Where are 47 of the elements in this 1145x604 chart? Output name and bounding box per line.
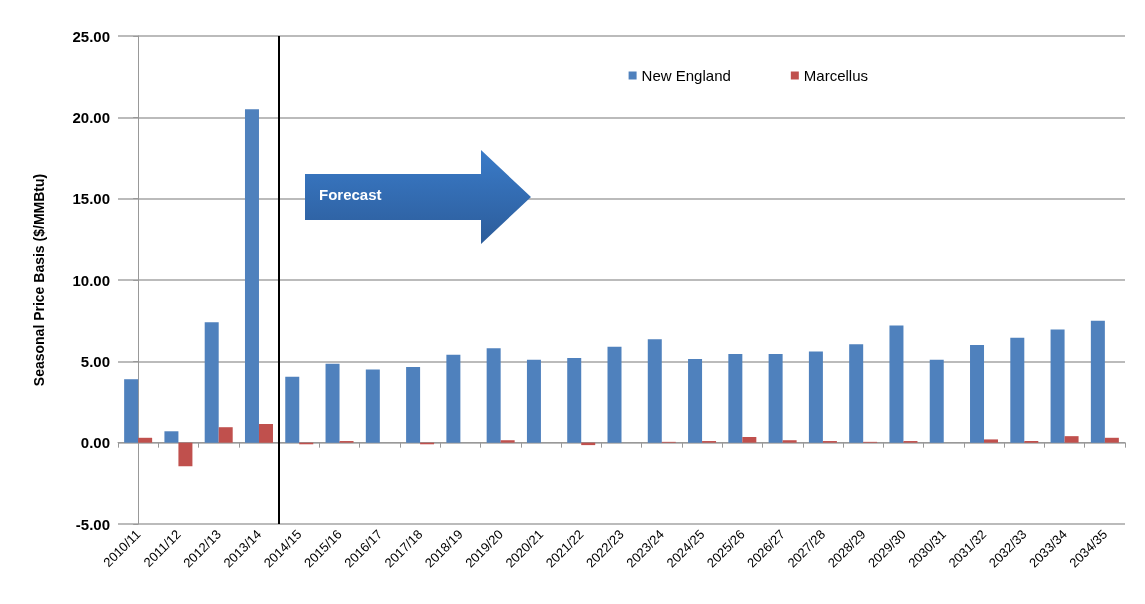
bar [178,442,193,467]
bar [567,358,582,443]
bar [607,346,622,443]
y-tick-label: 15.00 [72,190,110,208]
bar [647,339,662,443]
annotation: Forecast [319,186,382,203]
bar [688,358,703,443]
bar [1010,337,1025,443]
bar [406,367,421,443]
y-tick-label: 25.00 [72,27,110,45]
bar [218,427,233,443]
bar [486,348,501,443]
y-tick-label: 0.00 [80,434,110,452]
bar [204,322,219,443]
bar [1050,329,1065,443]
bar [984,439,999,443]
bar [258,423,273,443]
bar [365,369,380,443]
y-axis-title: Seasonal Price Basis ($/MMBtu) [31,173,47,387]
bar [728,354,743,443]
arrow-icon: Forecast [305,150,531,244]
bar [124,379,139,443]
bar [768,354,783,443]
bar [1104,437,1119,443]
legend-label: Marcellus [803,67,869,84]
bar [164,431,179,443]
bar [929,359,944,443]
bar [285,376,300,443]
bar [808,351,823,443]
bar [325,363,340,443]
y-tick-label: 5.00 [80,352,110,370]
bar [138,437,153,443]
bar [970,345,985,443]
bar [849,344,864,443]
bar [244,109,259,443]
bar [889,325,904,443]
bar [446,354,461,443]
bar [526,359,541,443]
bar [500,440,515,443]
y-tick-label: -5.00 [75,515,110,533]
bar [782,440,797,443]
y-tick-label: 10.00 [72,271,110,289]
y-tick-label: 20.00 [72,108,110,126]
legend-label: New England [641,67,731,84]
bar [1090,320,1105,443]
bar [742,436,757,443]
bar [1064,436,1079,443]
